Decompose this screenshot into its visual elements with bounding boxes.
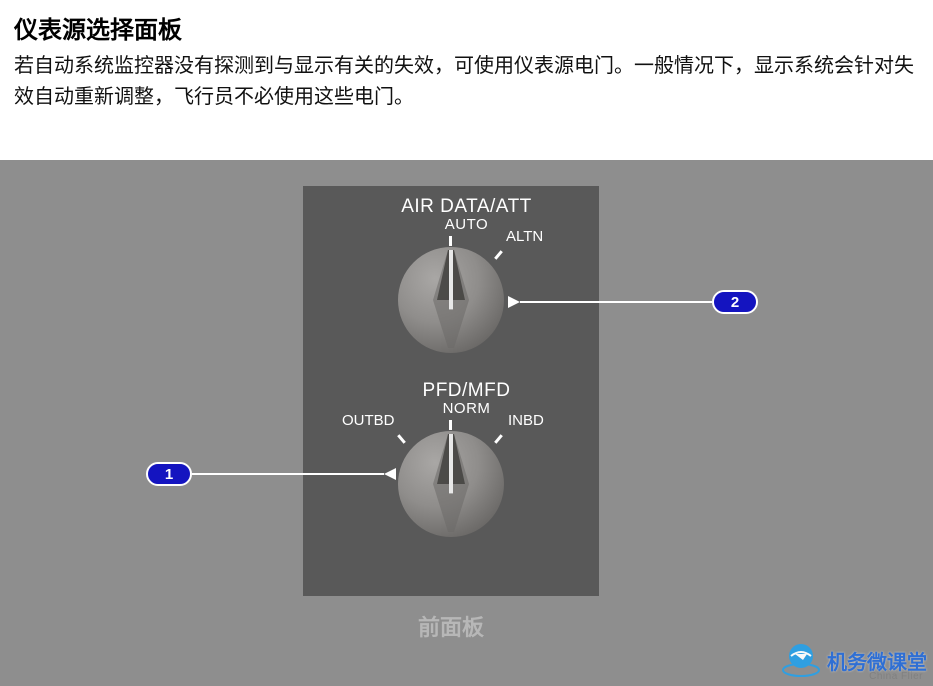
callout-line — [192, 473, 384, 475]
callout-line — [520, 301, 712, 303]
page-title: 仪表源选择面板 — [0, 0, 933, 51]
pfd-mfd-title: PFD/MFD — [0, 380, 933, 402]
air-data-att-subtitle: AUTO — [0, 216, 933, 233]
callout-2: 2 — [508, 290, 758, 314]
callout-1: 1 — [146, 462, 396, 486]
arrow-icon — [508, 296, 520, 308]
callout-pill-2: 2 — [712, 290, 758, 314]
intro-paragraph: 若自动系统监控器没有探测到与显示有关的失效，可使用仪表源电门。一般情况下，显示系… — [0, 51, 933, 121]
air-data-att-knob[interactable] — [397, 246, 505, 354]
air-data-att-right-label: ALTN — [506, 228, 543, 245]
tick-mark — [449, 420, 452, 430]
watermark-subtext: China Flier — [869, 671, 923, 682]
pfd-mfd-left-label: OUTBD — [342, 412, 395, 429]
pfd-mfd-knob[interactable] — [397, 430, 505, 538]
watermark-logo-icon — [781, 640, 821, 680]
callout-pill-1: 1 — [146, 462, 192, 486]
air-data-att-title: AIR DATA/ATT — [0, 196, 933, 218]
panel-caption: 前面板 — [418, 610, 484, 642]
tick-mark — [449, 236, 452, 246]
pfd-mfd-right-label: INBD — [508, 412, 544, 429]
arrow-icon — [384, 468, 396, 480]
watermark: 机务微课堂 China Flier — [781, 640, 927, 680]
pfd-mfd-subtitle: NORM — [0, 400, 933, 417]
